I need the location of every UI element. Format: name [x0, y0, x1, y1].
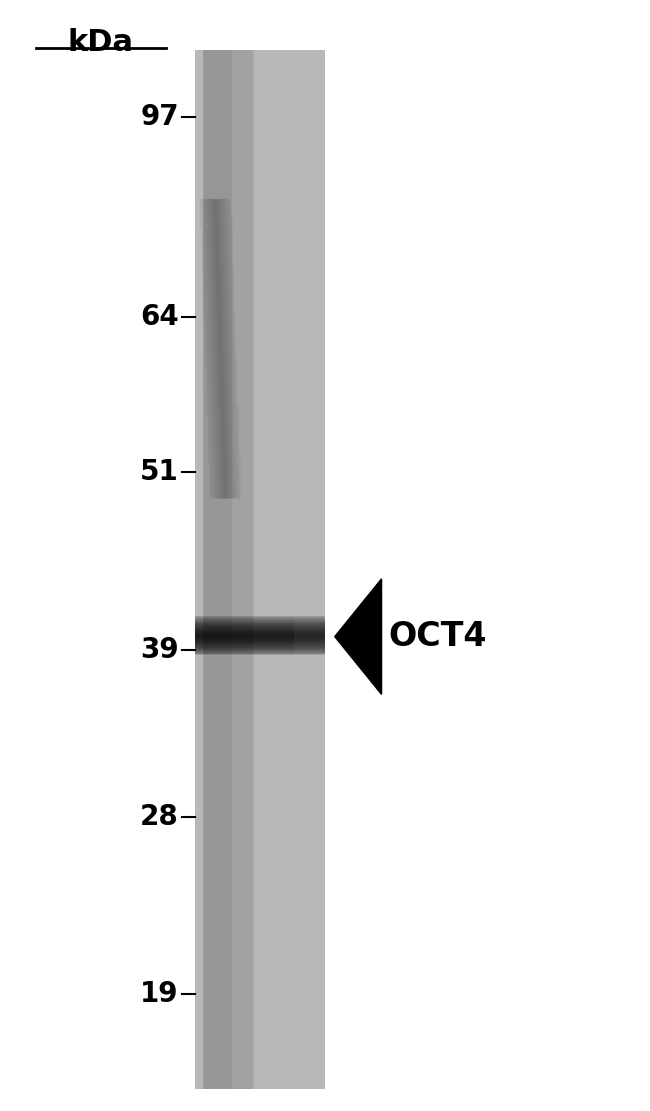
Polygon shape	[335, 579, 382, 694]
Text: 64: 64	[140, 302, 179, 331]
Text: 51: 51	[140, 458, 179, 487]
Text: kDa: kDa	[68, 28, 134, 57]
Text: 28: 28	[140, 802, 179, 831]
Text: 97: 97	[140, 102, 179, 131]
Text: 39: 39	[140, 635, 179, 664]
Text: OCT4: OCT4	[389, 620, 488, 653]
Text: 19: 19	[140, 980, 179, 1009]
